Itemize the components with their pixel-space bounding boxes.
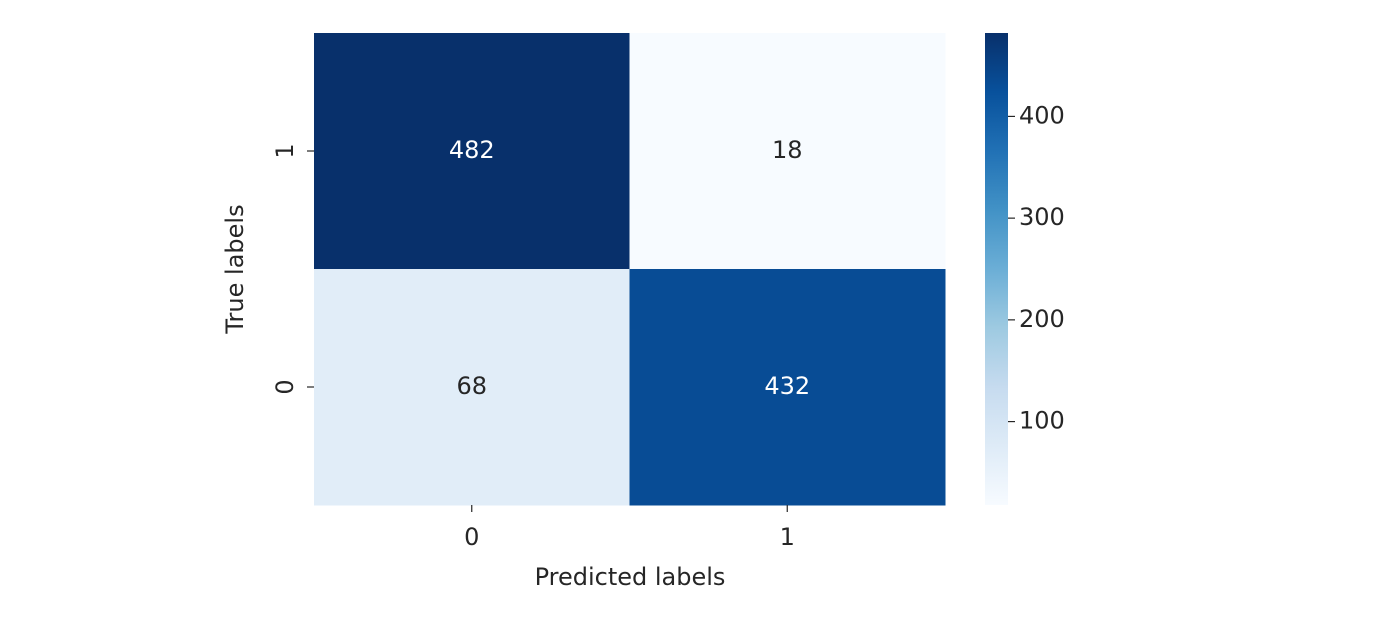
colorbar — [985, 33, 1008, 505]
cell-value-label: 482 — [449, 136, 495, 164]
heatmap-cell — [629, 33, 946, 270]
x-tick-label: 0 — [464, 523, 479, 551]
heatmap-cell — [314, 269, 630, 506]
cell-value-label: 18 — [772, 136, 803, 164]
colorbar-tick-label: 200 — [1019, 305, 1065, 333]
y-tick-label: 1 — [271, 143, 299, 158]
x-axis-label: Predicted labels — [535, 563, 726, 591]
colorbar-tick-label: 100 — [1019, 407, 1065, 435]
heatmap-cell — [314, 33, 630, 270]
y-tick-label: 0 — [271, 379, 299, 394]
colorbar-tick-label: 400 — [1019, 101, 1065, 129]
colorbar-tick-label: 300 — [1019, 203, 1065, 231]
cell-value-label: 68 — [456, 372, 487, 400]
cell-value-label: 432 — [764, 372, 810, 400]
x-tick-label: 1 — [780, 523, 795, 551]
heatmap-cell — [629, 269, 946, 506]
y-axis-label: True labels — [221, 204, 249, 334]
